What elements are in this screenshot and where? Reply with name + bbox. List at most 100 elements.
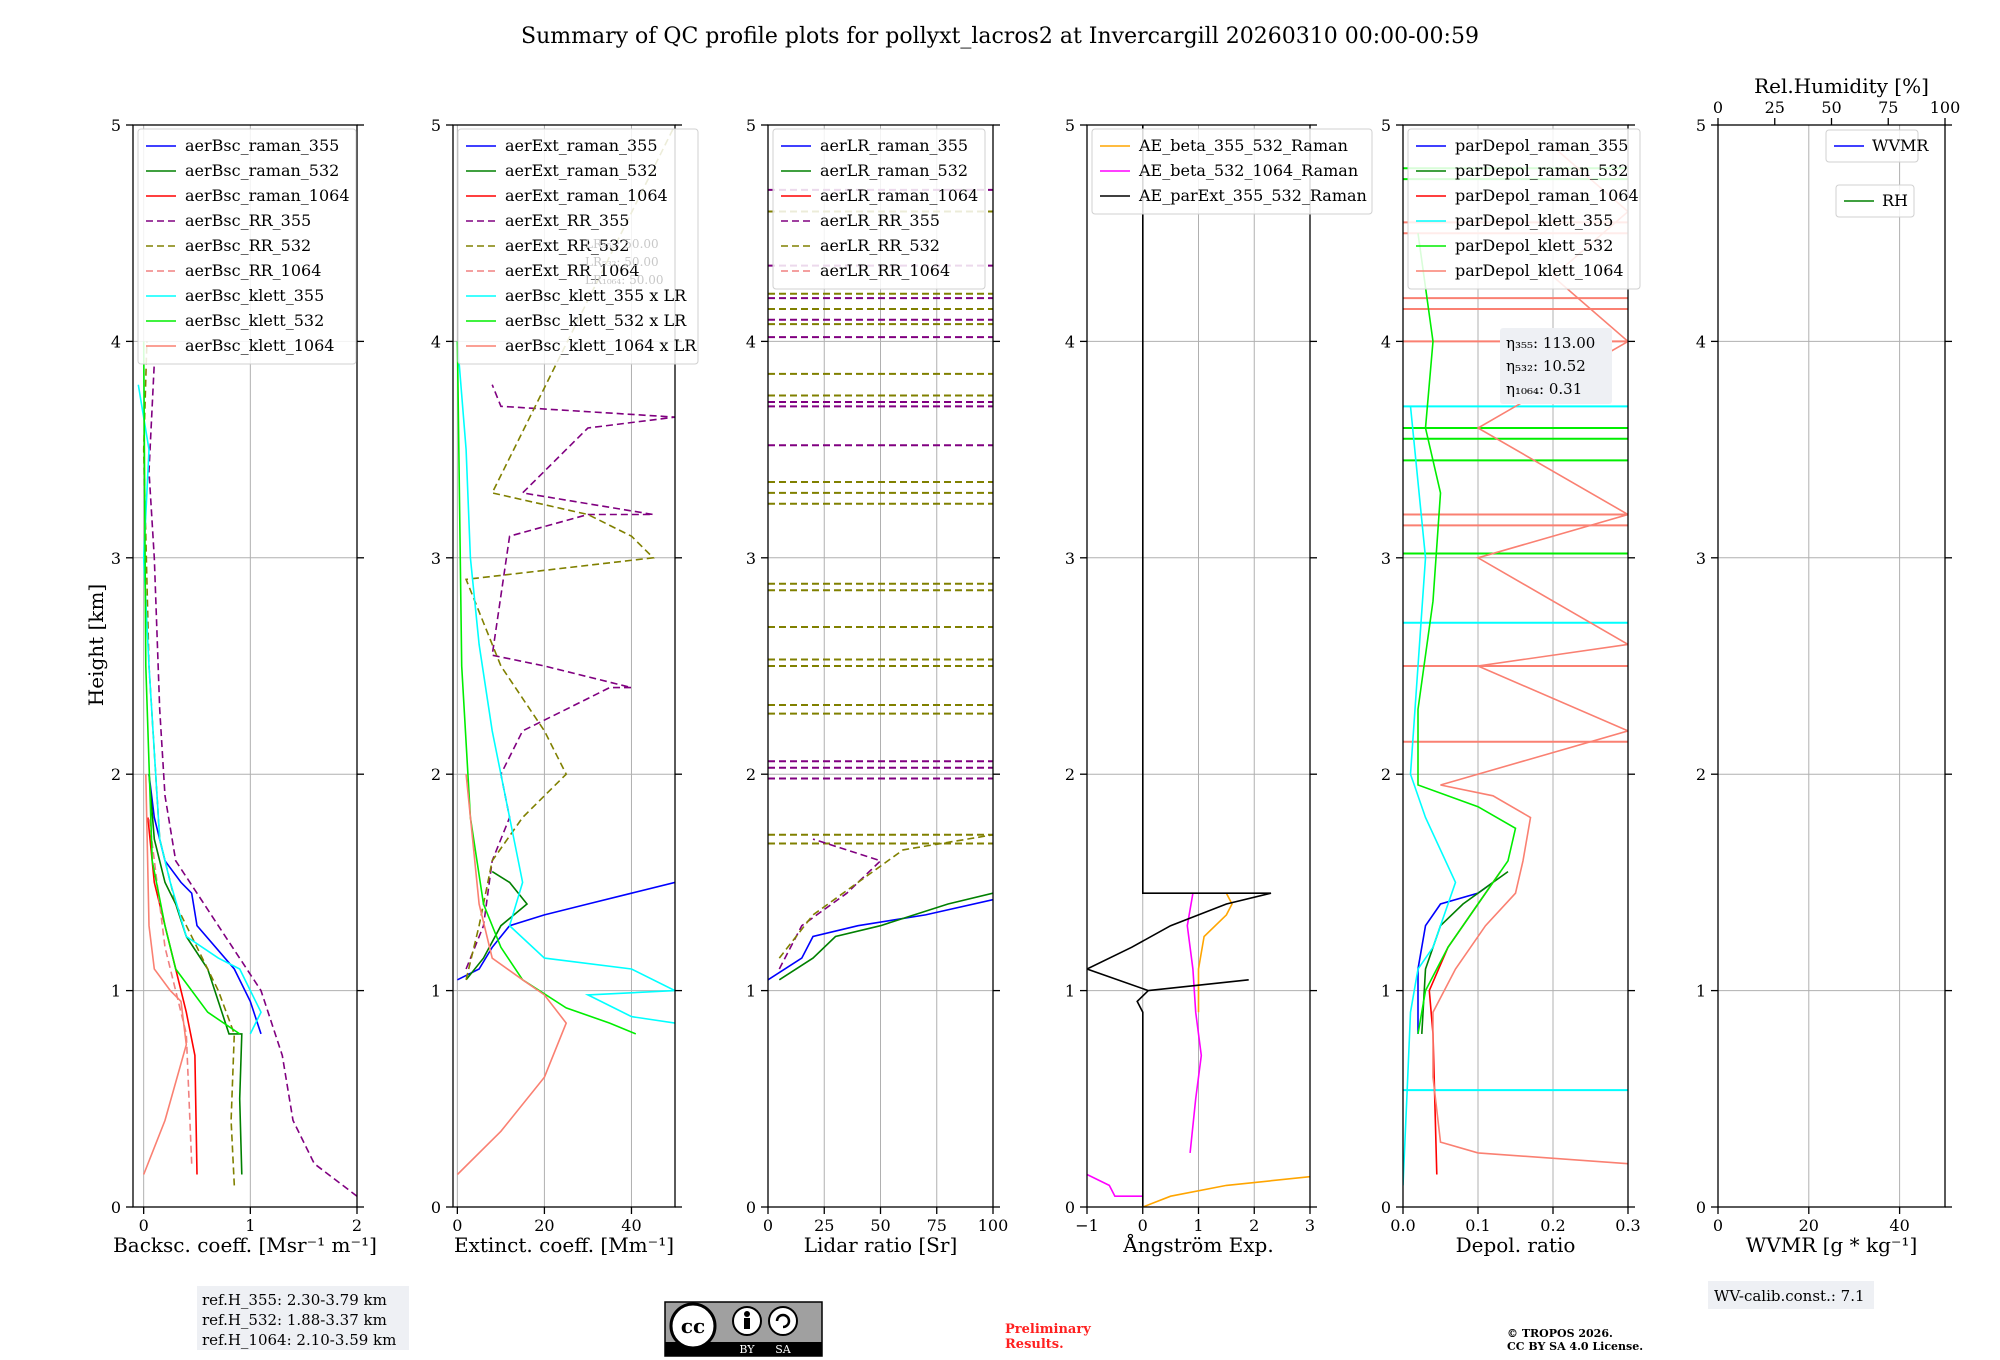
preliminary-line-1: Preliminary bbox=[1005, 1322, 1091, 1337]
x-tick-label: 3 bbox=[1305, 1216, 1315, 1235]
x-tick-label: 0 bbox=[1138, 1216, 1148, 1235]
series-line bbox=[1428, 871, 1502, 1175]
series-line bbox=[142, 341, 236, 1186]
legend-entry: aerBsc_raman_355 bbox=[185, 136, 339, 155]
copyright-line-2: CC BY SA 4.0 License. bbox=[1507, 1340, 1643, 1353]
ref-height-label: ref.H_355: 2.30-3.79 km bbox=[202, 1291, 387, 1309]
eta-label: η₅₃₂: 10.52 bbox=[1506, 357, 1586, 375]
legend-entry: aerLR_raman_355 bbox=[820, 136, 968, 155]
x-tick-label: 0.0 bbox=[1390, 1216, 1415, 1235]
y-tick-label: 0 bbox=[1381, 1198, 1391, 1217]
y-tick-label: 3 bbox=[1381, 549, 1391, 568]
y-tick-label: 5 bbox=[1065, 116, 1075, 135]
legend-entry: parDepol_klett_1064 bbox=[1455, 261, 1624, 280]
series-line bbox=[768, 898, 993, 981]
ref-height-label: ref.H_532: 1.88-3.37 km bbox=[202, 1311, 387, 1329]
wv-calib-box bbox=[1708, 1281, 1874, 1309]
x-tick-label: 50 bbox=[870, 1216, 890, 1235]
legend-entry: aerLR_raman_532 bbox=[820, 161, 968, 180]
plot-area bbox=[1087, 125, 1310, 1207]
x-tick-label: 1 bbox=[245, 1216, 255, 1235]
legend-frame bbox=[1091, 128, 1373, 215]
legend-entry: aerBsc_klett_1064 bbox=[185, 336, 334, 355]
eta-label: η₁₀₆₄: 0.31 bbox=[1506, 380, 1582, 398]
legend-entry: aerLR_RR_532 bbox=[820, 236, 940, 255]
y-tick-label: 4 bbox=[1381, 332, 1391, 351]
legend-entry: aerBsc_klett_532 bbox=[185, 311, 324, 330]
legend-entry: AE_beta_532_1064_Raman bbox=[1138, 161, 1358, 180]
legend-entry: aerBsc_klett_355 x LR bbox=[505, 286, 687, 305]
panel-backscatter: 0 1 2 0 1 2 3 4 5 Backsc. coeff. [Msr⁻¹ m⁻¹] aerBs… bbox=[111, 116, 409, 1350]
legend-entry: parDepol_klett_532 bbox=[1455, 236, 1613, 255]
panel-water_vapor: 0 20 40 0 1 2 3 4 5 WVMR [g * kg⁻¹] 0 25 50 75 100Rel.… bbox=[1696, 74, 1960, 1309]
legend-entry: aerBsc_klett_355 bbox=[185, 286, 324, 305]
legend: WVMR RH bbox=[1825, 129, 1929, 218]
y-tick-label: 3 bbox=[746, 549, 756, 568]
legend: aerExt_raman_355 aerExt_raman_532 aerExt_r… bbox=[457, 128, 699, 365]
series-line bbox=[137, 384, 262, 1035]
legend-entry: aerExt_raman_1064 bbox=[505, 186, 668, 205]
sa-icon bbox=[768, 1306, 798, 1336]
sa-text: SA bbox=[775, 1343, 792, 1356]
legend-entry: parDepol_raman_1064 bbox=[1455, 186, 1639, 205]
plot-area bbox=[768, 188, 993, 981]
legend-entry: RH bbox=[1882, 191, 1908, 210]
y-tick-label: 0 bbox=[431, 1198, 441, 1217]
x-tick-label: 40 bbox=[621, 1216, 641, 1235]
y-tick-label: 1 bbox=[746, 982, 756, 1001]
x-tick-label: 100 bbox=[978, 1216, 1009, 1235]
legend-entry: AE_parExt_355_532_Raman bbox=[1138, 186, 1367, 205]
plot-area bbox=[137, 341, 357, 1197]
y-tick-label: 4 bbox=[431, 332, 441, 351]
x-tick-label: 0 bbox=[452, 1216, 462, 1235]
series-line bbox=[778, 834, 993, 959]
y-tick-label: 1 bbox=[111, 982, 121, 1001]
axes-frame bbox=[1402, 124, 1629, 1208]
x-axis-label: Ångström Exp. bbox=[1122, 1232, 1273, 1257]
y-tick-label: 5 bbox=[431, 116, 441, 135]
y-tick-label: 2 bbox=[746, 765, 756, 784]
series-line bbox=[456, 341, 637, 1035]
series-line bbox=[456, 774, 568, 1176]
x-tick-label: 0.2 bbox=[1540, 1216, 1565, 1235]
cc-license-badge: cc BY SA bbox=[664, 1301, 823, 1357]
series-line bbox=[1142, 1175, 1310, 1207]
lr-label: LR₁₀₆₄: 50.00 bbox=[585, 273, 663, 287]
legend-entry: aerBsc_raman_1064 bbox=[185, 186, 350, 205]
legend-entry: aerBsc_raman_532 bbox=[185, 161, 339, 180]
series-line bbox=[1432, 145, 1628, 1165]
x-tick-label: 20 bbox=[1799, 1216, 1819, 1235]
x-tick-label: 20 bbox=[534, 1216, 554, 1235]
series-line bbox=[1197, 892, 1233, 1013]
figure-title: Summary of QC profile plots for pollyxt_… bbox=[521, 24, 1479, 49]
x-axis-label: Backsc. coeff. [Msr⁻¹ m⁻¹] bbox=[113, 1233, 377, 1257]
series-line bbox=[148, 774, 262, 1035]
x-tick-label: 25 bbox=[814, 1216, 834, 1235]
ref-height-box bbox=[197, 1286, 409, 1350]
lr-label: LR₅₃₂: 50.00 bbox=[585, 255, 659, 269]
y-tick-label: 2 bbox=[431, 765, 441, 784]
x-axis-label: Extinct. coeff. [Mm⁻¹] bbox=[454, 1233, 674, 1257]
legend-entry: aerExt_raman_355 bbox=[505, 136, 658, 155]
series-line bbox=[1403, 406, 1457, 1186]
plot-area bbox=[1403, 145, 1628, 1186]
wv-calib-label: WV-calib.const.: 7.1 bbox=[1714, 1287, 1865, 1305]
eta-box bbox=[1500, 328, 1612, 404]
plot-area bbox=[456, 125, 675, 1176]
series-line bbox=[148, 774, 243, 1175]
y-tick-label: 5 bbox=[1696, 116, 1706, 135]
footer: cc BY SA Preliminary Results. © TROPOS 2… bbox=[664, 1301, 1643, 1357]
cc-icon bbox=[669, 1302, 717, 1350]
series-line bbox=[148, 362, 357, 1197]
legend-entry: parDepol_raman_355 bbox=[1455, 136, 1628, 155]
axes-frame bbox=[452, 124, 676, 1208]
axes-frame bbox=[1717, 124, 1946, 1208]
x-tick-label: 0 bbox=[1713, 1216, 1723, 1235]
y-tick-label: 2 bbox=[1381, 765, 1391, 784]
y-axis-label: Height [km] bbox=[84, 584, 108, 706]
y-tick-label: 5 bbox=[1381, 116, 1391, 135]
y-tick-label: 0 bbox=[111, 1198, 121, 1217]
y-tick-label: 1 bbox=[431, 982, 441, 1001]
